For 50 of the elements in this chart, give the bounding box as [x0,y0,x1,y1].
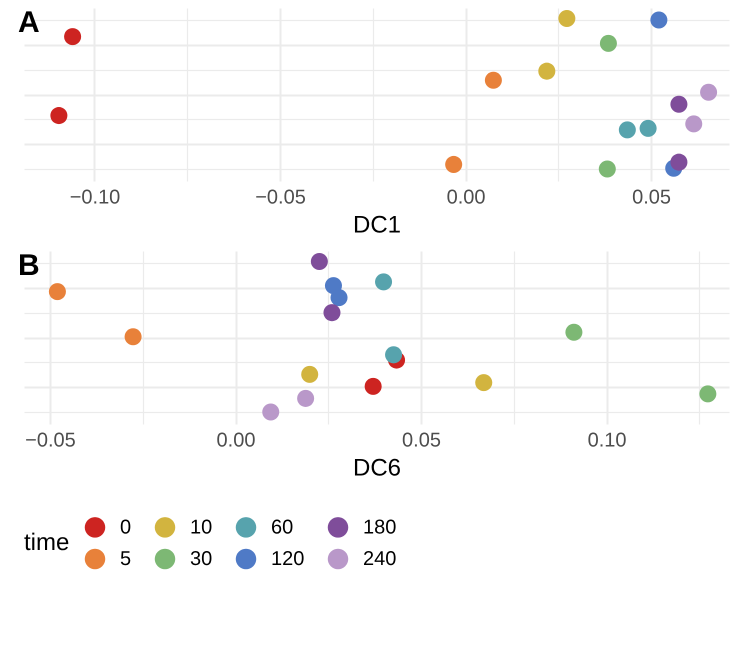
x-axis-title: DC1 [352,212,402,238]
legend-label: 60 [271,516,294,538]
x-tick-label: −0.10 [70,186,120,208]
point [484,72,502,89]
point [330,289,348,306]
x-tick-label: 0.00 [216,430,256,452]
point [385,346,402,364]
legend-label: 0 [120,516,132,538]
x-tick-label: 0.00 [446,186,486,208]
point [538,62,556,80]
point [323,304,340,322]
x-tick-label: 0.05 [632,186,672,208]
point [650,12,668,29]
chart-title: B [18,249,40,282]
legend-label: 240 [363,548,396,570]
point [475,374,492,392]
point [50,107,68,124]
point [670,154,688,171]
point [600,34,617,52]
point [310,253,328,270]
point [375,273,392,290]
point [301,366,318,383]
point [558,10,576,28]
point [48,283,66,300]
point [262,403,280,420]
point [598,160,616,178]
x-tick-label: 0.05 [402,430,441,452]
x-tick-label: 0.10 [588,430,627,452]
x-tick-label: −0.05 [25,430,76,452]
point [618,121,636,138]
point [685,115,702,132]
x-tick-label: −0.05 [255,186,306,208]
legend-label: 180 [363,516,396,538]
legend-label: 10 [190,516,212,538]
point [565,324,582,341]
point [699,385,716,402]
legend-title: time [24,529,70,556]
legend-label: 5 [120,548,132,570]
point [64,28,82,46]
point [640,120,657,137]
point [445,156,462,173]
point [700,84,718,101]
chart-title: A [18,6,40,39]
x-axis-title: DC6 [352,454,402,482]
legend-label: 30 [190,548,212,570]
point [670,96,688,113]
point [297,390,314,407]
point [124,328,142,346]
point [364,378,382,395]
legend-label: 120 [271,548,304,570]
